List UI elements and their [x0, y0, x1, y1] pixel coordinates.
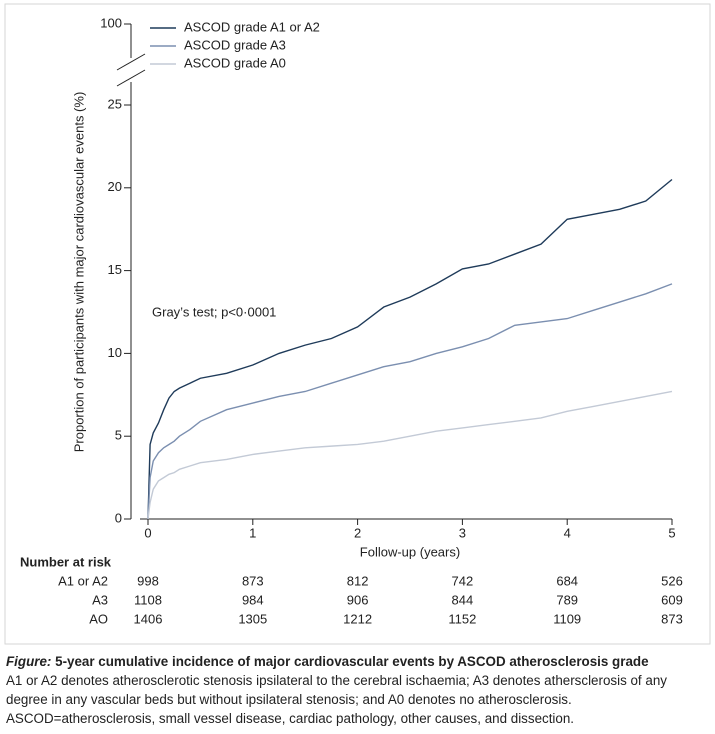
annotation: Gray’s test; p<0·0001: [152, 304, 276, 319]
risk-value: 906: [347, 592, 369, 607]
risk-value: 684: [556, 573, 578, 588]
axis-break: [116, 53, 146, 71]
risk-value: 998: [137, 573, 159, 588]
legend-label: ASCOD grade A3: [184, 37, 286, 52]
risk-value: 742: [452, 573, 474, 588]
x-tick-label: 0: [144, 525, 151, 540]
y-tick-label: 10: [108, 345, 122, 360]
x-axis-label: Follow-up (years): [360, 544, 460, 559]
frame: [4, 3, 711, 645]
series-line: [147, 283, 673, 520]
y-tick-label: 0: [115, 510, 122, 525]
risk-value: 984: [242, 592, 264, 607]
risk-table-title: Number at risk: [20, 554, 112, 569]
risk-value: 873: [242, 573, 264, 588]
series-line: [147, 390, 673, 520]
y-tick-label: 5: [115, 428, 122, 443]
y-axis-label: Proportion of participants with major ca…: [71, 92, 86, 453]
risk-value: 609: [661, 592, 683, 607]
risk-value: 844: [452, 592, 474, 607]
risk-value: 1152: [448, 611, 476, 626]
y-tick-label: 100: [100, 15, 122, 30]
x-tick-label: 3: [459, 525, 466, 540]
x-tick-label: 2: [354, 525, 361, 540]
legend-label: ASCOD grade A1 or A2: [184, 19, 320, 34]
caption-label: Figure:: [6, 654, 52, 669]
caption: Figure: 5-year cumulative incidence of m…: [6, 652, 706, 728]
y-tick-label: 25: [108, 96, 122, 111]
x-tick-label: 4: [564, 525, 571, 540]
axis-break: [116, 69, 146, 87]
y-tick-label: 20: [108, 179, 122, 194]
caption-title: 5-year cumulative incidence of major car…: [55, 654, 649, 669]
legend-label: ASCOD grade A0: [184, 55, 286, 70]
risk-row-label: A3: [92, 592, 108, 607]
risk-value: 1406: [134, 611, 163, 626]
risk-value: 1305: [238, 611, 267, 626]
x-tick-label: 5: [668, 525, 675, 540]
series-line: [147, 178, 673, 520]
y-tick-label: 15: [108, 262, 122, 277]
x-tick-label: 1: [249, 525, 256, 540]
risk-value: 1109: [553, 611, 581, 626]
risk-value: 873: [661, 611, 683, 626]
risk-row-label: AO: [89, 611, 108, 626]
risk-value: 526: [661, 573, 683, 588]
risk-row-label: A1 or A2: [58, 573, 108, 588]
risk-value: 1212: [343, 611, 372, 626]
risk-value: 1108: [134, 592, 162, 607]
caption-text: A1 or A2 denotes atherosclerotic stenosi…: [6, 673, 667, 726]
risk-value: 789: [556, 592, 578, 607]
risk-value: 812: [347, 573, 369, 588]
